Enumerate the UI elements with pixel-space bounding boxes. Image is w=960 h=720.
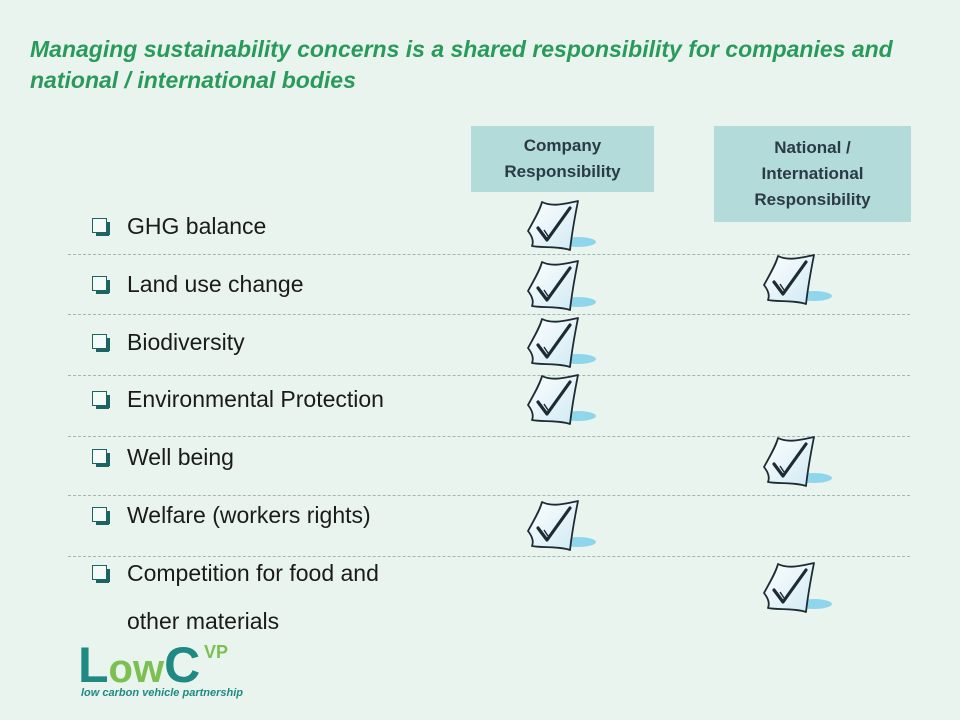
list-item-label: Well being — [127, 444, 234, 470]
check-mark-icon — [520, 498, 600, 554]
check-mark-icon — [756, 252, 836, 308]
list-item-label: Biodiversity — [127, 329, 245, 355]
checkbox-bullet-icon — [92, 565, 110, 583]
row-divider — [68, 495, 910, 496]
logo-letters: LowC — [78, 638, 200, 693]
check-mark-icon — [756, 560, 836, 616]
lowcvp-logo-graphic: LowC VP low carbon vehicle partnership — [78, 637, 243, 699]
list-item-label: Welfare (workers rights) — [127, 502, 371, 528]
list-item-label: Environmental Protection — [127, 386, 384, 412]
list-item-label: Land use change — [127, 271, 304, 297]
check-mark-icon — [520, 315, 600, 371]
row-divider — [68, 254, 910, 255]
column-header-company-label: Company Responsibility — [504, 136, 621, 181]
slide-title: Managing sustainability concerns is a sh… — [30, 36, 893, 93]
row-divider — [68, 375, 910, 376]
check-mark-icon — [520, 198, 600, 254]
check-mark-icon — [520, 258, 600, 314]
column-header-national-label: National / International Responsibility — [754, 138, 871, 209]
checkbox-bullet-icon — [92, 391, 110, 409]
list-item-label: GHG balance — [127, 213, 267, 239]
checkbox-bullet-icon — [92, 449, 110, 467]
row-divider — [68, 436, 910, 437]
checkbox-bullet-icon — [92, 334, 110, 352]
check-mark-icon — [520, 372, 600, 428]
check-mark-icon — [756, 434, 836, 490]
logo: LowC VP low carbon vehicle partnership — [78, 637, 278, 702]
logo-superscript: VP — [204, 642, 228, 662]
column-header-national: National / International Responsibility — [714, 126, 911, 222]
list-item-label-line2: other materials — [127, 608, 280, 634]
row-divider — [68, 314, 910, 315]
checkbox-bullet-icon — [92, 507, 110, 525]
list-item-label: Competition for food and — [127, 560, 379, 586]
column-header-company: Company Responsibility — [471, 126, 654, 192]
list-item: Competition for food and other materials — [92, 548, 522, 648]
row-divider — [68, 556, 910, 557]
logo-tagline: low carbon vehicle partnership — [81, 687, 243, 699]
checkbox-bullet-icon — [92, 218, 110, 236]
checkbox-bullet-icon — [92, 276, 110, 294]
